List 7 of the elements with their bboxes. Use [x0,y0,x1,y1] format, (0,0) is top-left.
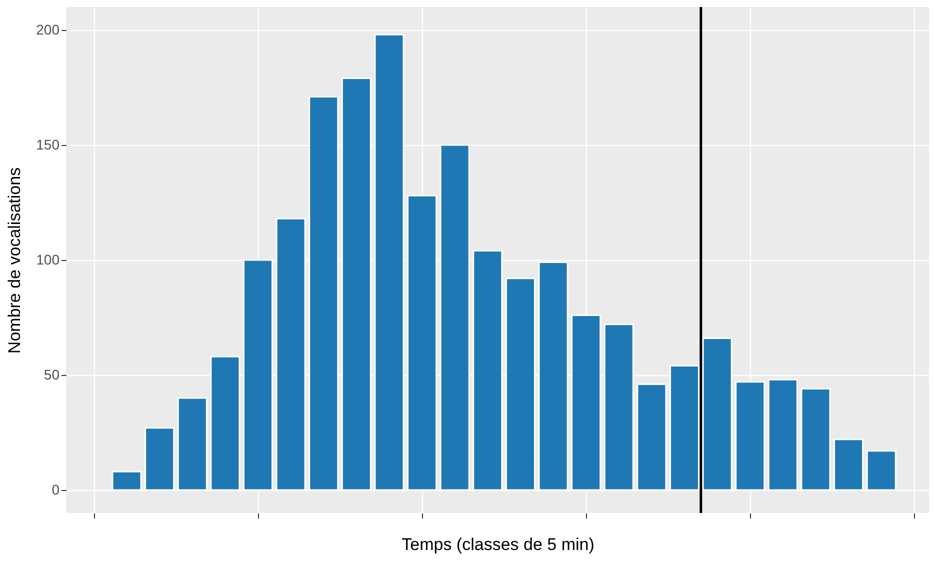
y-tick-label: 0 [52,482,60,498]
x-axis-title: Temps (classes de 5 min) [402,535,594,554]
y-tick-label: 150 [36,136,60,152]
y-tick-label: 100 [36,252,60,268]
y-axis-title: Nombre de vocalisations [5,167,24,354]
y-tick-label: 200 [36,22,60,38]
y-tick-label: 50 [44,366,60,382]
